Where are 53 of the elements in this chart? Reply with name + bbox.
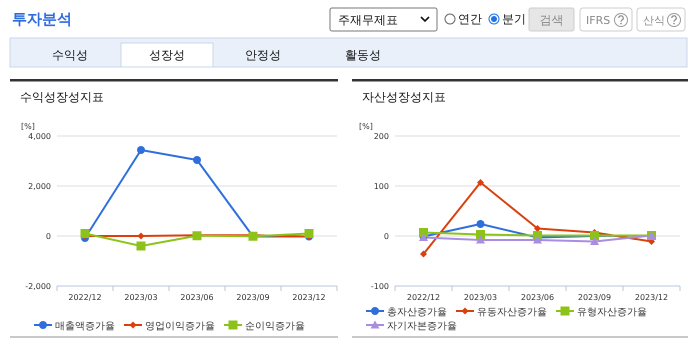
- x-tick-label: 2022/12: [68, 293, 102, 302]
- y-axis-title: [%]: [359, 122, 373, 131]
- text: 산식: [643, 14, 665, 27]
- y-tick-label: 2,000: [28, 182, 51, 191]
- y-tick-label: 100: [374, 182, 389, 191]
- point: [193, 156, 201, 164]
- point: [136, 242, 146, 250]
- y-tick-label: -100: [370, 282, 389, 291]
- text: 성장성: [149, 48, 185, 62]
- text: 수익성: [52, 48, 88, 62]
- point: [304, 229, 314, 238]
- x-tick-label: 2022/12: [406, 293, 440, 302]
- y-tick-label: 200: [374, 132, 389, 141]
- point: [420, 250, 427, 258]
- point: [590, 237, 599, 245]
- text: 분기: [502, 12, 526, 26]
- y-tick-label: -2,000: [25, 282, 51, 291]
- y-axis-title: [%]: [21, 122, 35, 131]
- x-tick-label: 2023/03: [464, 293, 498, 302]
- point: [138, 232, 144, 240]
- text: IFRS: [586, 14, 610, 27]
- chart-title: 자산성장성지표: [362, 90, 446, 104]
- text: 주재무제표: [338, 13, 398, 27]
- y-tick-label: 0: [384, 232, 389, 241]
- text: 활동성: [345, 48, 381, 62]
- legend-label: 순이익증가율: [245, 321, 305, 332]
- x-tick-label: 2023/09: [578, 293, 612, 302]
- point: [534, 225, 541, 232]
- point: [476, 236, 485, 244]
- x-tick-label: 2023/12: [292, 293, 326, 302]
- legend-label: 유형자산증가율: [577, 307, 647, 318]
- legend-label: 영업이익증가율: [145, 321, 215, 332]
- x-tick-label: 2023/06: [520, 293, 554, 302]
- text: 검색: [540, 13, 564, 27]
- text: 연간: [458, 12, 482, 26]
- text: 안정성: [245, 48, 281, 62]
- point: [476, 230, 485, 239]
- x-tick-label: 2023/03: [124, 293, 158, 302]
- point: [476, 220, 484, 228]
- point: [80, 229, 90, 238]
- y-tick-label: 0: [46, 232, 51, 241]
- x-tick-label: 2023/09: [236, 293, 270, 302]
- legend-label: 매출액증가율: [55, 321, 115, 332]
- x-tick-label: 2023/06: [180, 293, 214, 302]
- legend-label: 총자산증가율: [387, 307, 447, 318]
- point: [477, 179, 484, 186]
- x-tick-label: 2023/12: [634, 293, 668, 302]
- point: [137, 146, 145, 154]
- text: 투자분석: [12, 10, 72, 28]
- legend-label: 유동자산증가율: [477, 307, 547, 318]
- legend-label: 자기자본증가율: [387, 321, 457, 332]
- chart-title: 수익성장성지표: [20, 90, 104, 104]
- y-tick-label: 4,000: [28, 132, 51, 141]
